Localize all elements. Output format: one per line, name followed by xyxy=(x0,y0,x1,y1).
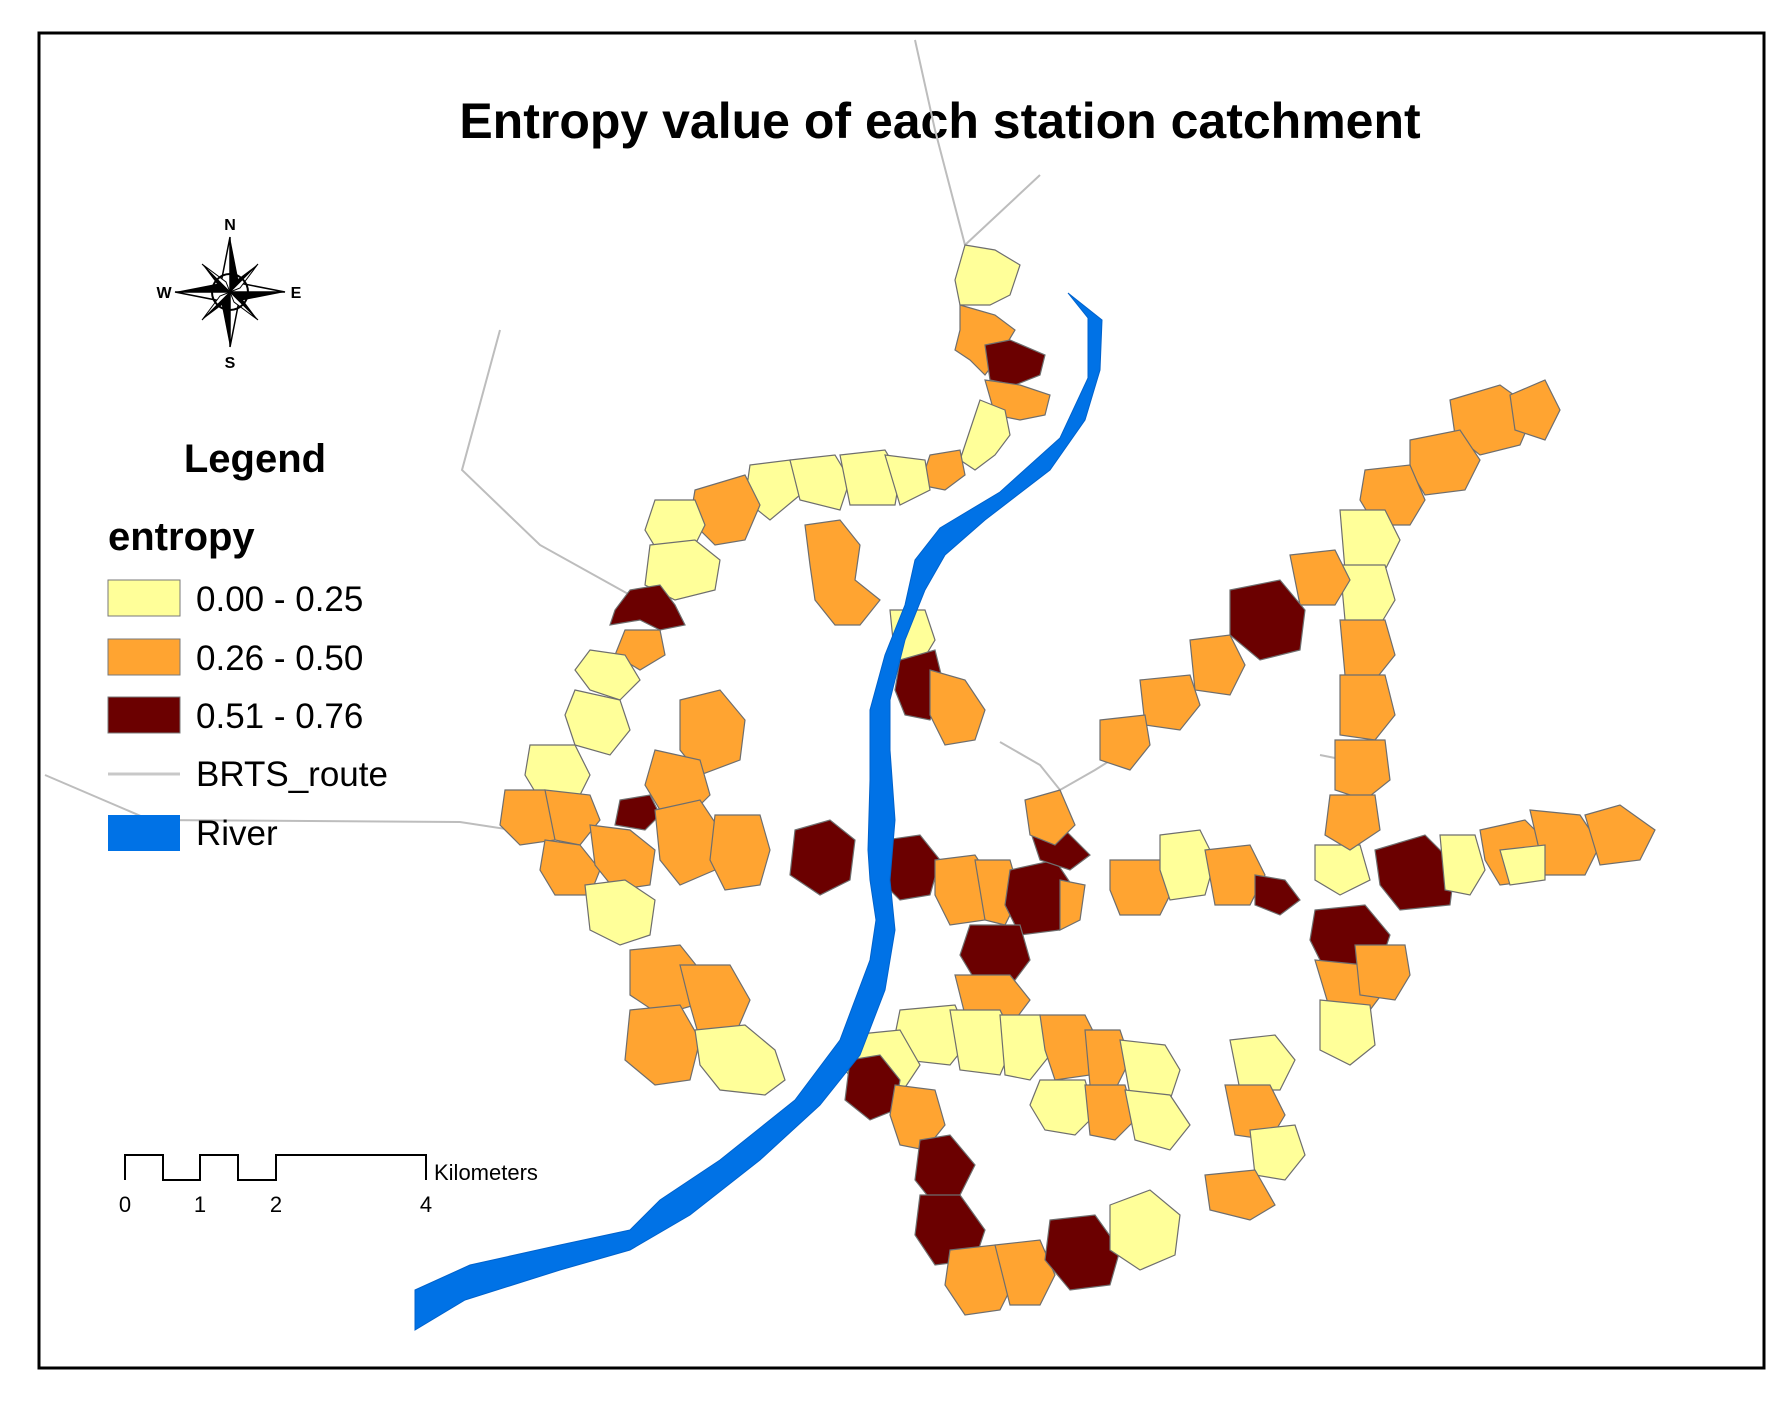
catchment-polygon xyxy=(1204,1169,1276,1221)
catchment-polygon xyxy=(694,1024,786,1096)
map-title: Entropy value of each station catchment xyxy=(459,93,1421,149)
catchment-polygon xyxy=(1124,1089,1191,1151)
catchment-polygon xyxy=(1289,549,1351,606)
scale-bar-tick-0: 0 xyxy=(119,1192,131,1217)
scale-bar-tick-2: 2 xyxy=(270,1192,282,1217)
catchment-polygon xyxy=(999,1014,1051,1081)
catchment-polygon xyxy=(929,669,986,746)
catchment-polygon xyxy=(1249,1124,1306,1181)
catchment-polygon xyxy=(614,794,661,831)
catchment-polygon xyxy=(564,689,631,756)
catchment-polygon xyxy=(1334,739,1391,801)
catchment-polygon xyxy=(1439,834,1486,896)
catchment-polygon xyxy=(544,789,601,846)
scale-bar: Kilometers 0 1 2 4 xyxy=(119,1154,538,1217)
catchment-polygon xyxy=(1229,1034,1296,1091)
catchment-polygon xyxy=(1339,509,1401,571)
catchment-polygon xyxy=(1109,1189,1181,1271)
catchment-polygon xyxy=(954,974,1031,1021)
catchment-polygon xyxy=(1254,874,1301,916)
legend-swatch-class-2 xyxy=(107,638,181,676)
catchment-polygon xyxy=(1159,829,1216,901)
legend-label-class-3: 0.51 - 0.76 xyxy=(196,697,363,736)
compass-label-w: W xyxy=(156,285,172,302)
catchment-polygon xyxy=(1324,794,1381,851)
catchment-polygon xyxy=(959,399,1011,471)
catchment-polygon xyxy=(789,819,856,896)
catchment-polygon xyxy=(1059,879,1086,931)
legend-label-class-2: 0.26 - 0.50 xyxy=(196,639,363,678)
legend-swatch-river xyxy=(108,815,180,851)
catchment-polygon xyxy=(804,519,881,626)
catchment-polygon xyxy=(1119,1039,1181,1101)
legend-heading: Legend xyxy=(184,437,326,481)
catchment-polygon xyxy=(959,924,1031,981)
compass-label-n: N xyxy=(224,217,236,234)
catchment-polygon xyxy=(984,339,1046,386)
compass-label-s: S xyxy=(225,355,236,372)
legend-field-name: entropy xyxy=(108,515,255,559)
catchment-polygon xyxy=(1189,634,1246,696)
scale-bar-unit: Kilometers xyxy=(434,1160,538,1185)
catchment-polygon xyxy=(679,689,746,776)
legend: Legend entropy 0.00 - 0.25 0.26 - 0.50 0… xyxy=(107,437,388,853)
catchment-polygon xyxy=(1339,564,1396,626)
catchment-polygon xyxy=(709,814,771,891)
catchment-polygon xyxy=(1044,1214,1121,1291)
catchment-polygon xyxy=(1339,619,1396,681)
catchment-polygon xyxy=(1509,379,1561,441)
catchment-polygon xyxy=(1029,1079,1096,1136)
catchment-polygon xyxy=(584,879,656,946)
compass-rose: N S E W xyxy=(156,217,301,372)
scale-bar-tick-1: 1 xyxy=(194,1192,206,1217)
brts-route-segment xyxy=(964,174,1041,246)
legend-swatch-class-3 xyxy=(107,696,181,734)
scale-bar-tick-3: 4 xyxy=(420,1192,432,1217)
catchment-polygon xyxy=(1024,789,1076,846)
catchment-polygon xyxy=(1084,1029,1131,1091)
catchment-polygon xyxy=(1339,674,1396,741)
catchment-polygons xyxy=(499,244,1656,1316)
catchment-polygon xyxy=(994,1239,1056,1306)
legend-label-river: River xyxy=(196,814,278,853)
catchment-polygon xyxy=(1084,1084,1136,1141)
catchment-polygon xyxy=(589,824,656,891)
catchment-polygon xyxy=(884,454,931,506)
catchment-polygon xyxy=(954,244,1021,306)
catchment-polygon xyxy=(789,454,851,511)
brts-route-segment xyxy=(460,329,631,596)
catchment-polygon xyxy=(1354,944,1411,1001)
catchment-polygon xyxy=(1374,834,1456,911)
catchment-polygon xyxy=(624,1004,701,1086)
legend-label-class-1: 0.00 - 0.25 xyxy=(196,580,363,619)
catchment-polygon xyxy=(1499,844,1546,886)
brts-route-segment xyxy=(914,39,966,246)
brts-route-segment xyxy=(44,774,546,836)
legend-swatch-class-1 xyxy=(107,579,181,617)
compass-arrow-north xyxy=(230,237,239,292)
catchment-polygon xyxy=(954,304,1016,376)
legend-label-route: BRTS_route xyxy=(196,755,388,794)
catchment-polygon xyxy=(1584,804,1656,866)
catchment-polygon xyxy=(644,539,721,601)
catchment-polygon xyxy=(1319,999,1376,1066)
river xyxy=(414,292,1103,1331)
compass-label-e: E xyxy=(291,285,302,302)
catchment-polygon xyxy=(1099,714,1151,771)
